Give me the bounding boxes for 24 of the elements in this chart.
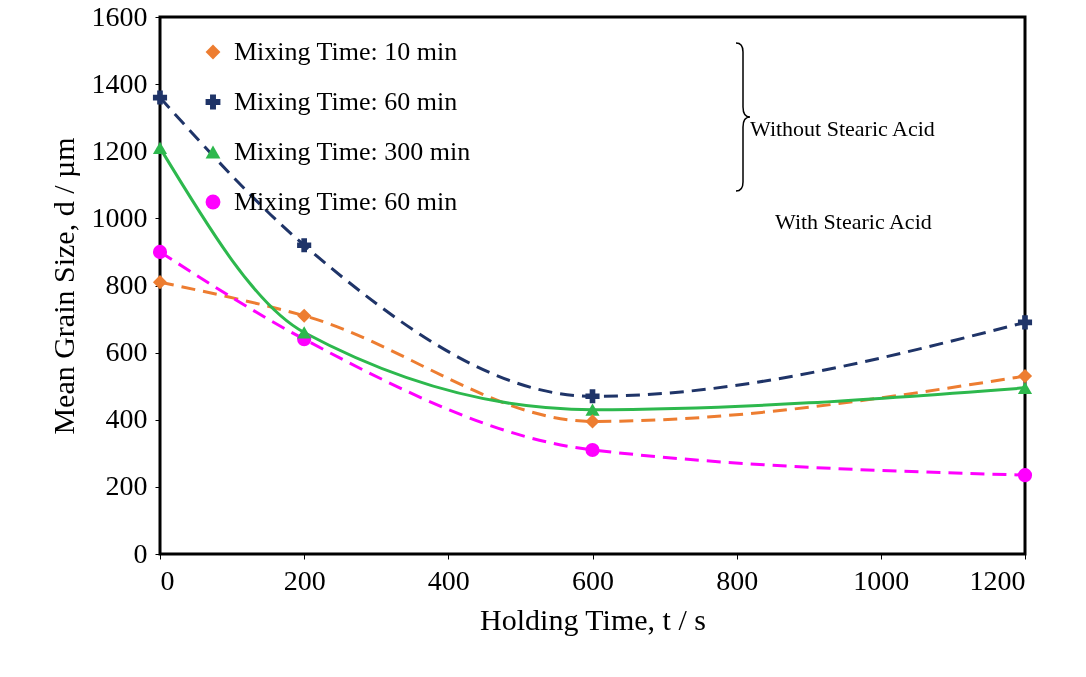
legend-label: Mixing Time: 60 min bbox=[234, 87, 458, 116]
legend-label: Mixing Time: 60 min bbox=[234, 187, 458, 216]
x-tick-label: 200 bbox=[283, 564, 326, 596]
y-tick-label: 800 bbox=[105, 269, 148, 300]
x-tick-label: 1200 bbox=[969, 564, 1026, 596]
legend-label: Mixing Time: 10 min bbox=[234, 37, 458, 66]
x-tick-label: 1000 bbox=[853, 564, 910, 596]
y-tick-label: 1600 bbox=[91, 0, 148, 32]
x-tick-label: 400 bbox=[427, 564, 470, 596]
x-axis-title: Holding Time, t / s bbox=[480, 602, 706, 636]
legend-label: Mixing Time: 300 min bbox=[234, 137, 471, 166]
annotation: Without Stearic Acid bbox=[750, 116, 935, 141]
y-tick-label: 0 bbox=[133, 537, 148, 569]
y-tick-label: 1000 bbox=[91, 201, 148, 233]
y-tick-label: 400 bbox=[105, 403, 148, 435]
annotation: With Stearic Acid bbox=[775, 209, 932, 234]
x-tick-label: 600 bbox=[572, 564, 614, 596]
y-axis-title: Mean Grain Size, d / µm bbox=[46, 137, 80, 435]
x-tick-label: 0 bbox=[160, 564, 175, 596]
y-tick-label: 600 bbox=[105, 336, 148, 368]
y-tick-label: 1400 bbox=[91, 67, 148, 99]
y-tick-label: 200 bbox=[105, 470, 148, 502]
y-tick-label: 1200 bbox=[91, 134, 148, 166]
x-tick-label: 800 bbox=[716, 564, 759, 596]
